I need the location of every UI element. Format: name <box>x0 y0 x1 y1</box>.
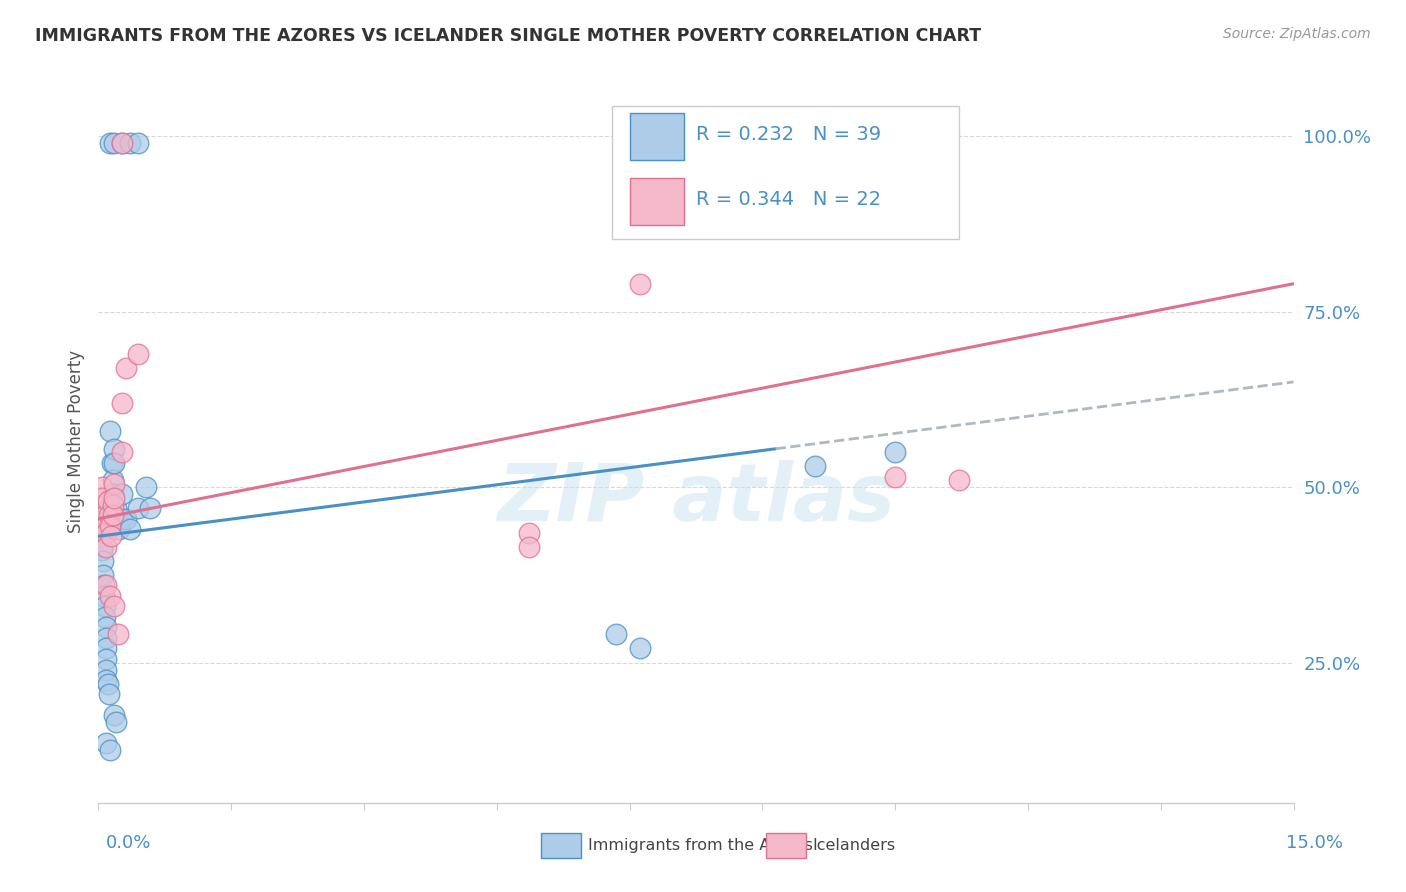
Point <box>115 360 138 375</box>
FancyBboxPatch shape <box>613 105 959 239</box>
Point <box>97 494 120 508</box>
Text: ZIP atlas: ZIP atlas <box>496 460 896 539</box>
Point <box>628 641 651 656</box>
Point <box>97 512 120 526</box>
Point <box>94 610 117 624</box>
Point <box>97 501 120 516</box>
Point <box>98 136 122 151</box>
Point <box>96 641 118 656</box>
Point <box>96 540 118 554</box>
Point <box>111 445 134 459</box>
Point <box>101 508 124 523</box>
Text: IMMIGRANTS FROM THE AZORES VS ICELANDER SINGLE MOTHER POVERTY CORRELATION CHART: IMMIGRANTS FROM THE AZORES VS ICELANDER … <box>35 27 981 45</box>
Point <box>96 525 118 540</box>
Point <box>96 663 118 677</box>
Point <box>93 578 115 592</box>
Point <box>101 456 124 470</box>
Point <box>948 473 970 487</box>
Point <box>127 347 149 361</box>
Text: R = 0.344   N = 22: R = 0.344 N = 22 <box>696 190 882 209</box>
Point <box>115 512 138 526</box>
Point <box>103 708 125 723</box>
Point <box>605 627 627 641</box>
Point <box>97 676 120 690</box>
Y-axis label: Single Mother Poverty: Single Mother Poverty <box>66 350 84 533</box>
Point <box>884 445 907 459</box>
Point <box>97 508 120 523</box>
Point <box>127 501 149 516</box>
Point <box>97 687 120 701</box>
Point <box>103 456 125 470</box>
Point <box>111 136 134 151</box>
Text: 15.0%: 15.0% <box>1285 834 1343 852</box>
Point <box>90 540 112 554</box>
Point <box>96 736 118 750</box>
Point <box>111 136 134 151</box>
Point <box>101 498 124 512</box>
Point <box>135 480 157 494</box>
Point <box>107 627 129 641</box>
Text: Immigrants from the Azores: Immigrants from the Azores <box>588 838 813 853</box>
Point <box>111 487 134 501</box>
Point <box>90 525 112 540</box>
Point <box>108 522 131 536</box>
Point <box>104 715 127 730</box>
Point <box>139 501 162 516</box>
Point <box>97 515 120 529</box>
Point <box>96 578 118 592</box>
Point <box>104 512 127 526</box>
Point <box>628 277 651 291</box>
Text: Source: ZipAtlas.com: Source: ZipAtlas.com <box>1223 27 1371 41</box>
Point <box>94 620 117 634</box>
Point <box>98 589 122 603</box>
Point <box>103 491 125 505</box>
Point <box>101 487 124 501</box>
Point <box>94 508 117 523</box>
Text: 0.0%: 0.0% <box>105 834 150 852</box>
Point <box>94 631 117 645</box>
FancyBboxPatch shape <box>630 178 685 225</box>
Point <box>884 469 907 483</box>
Point <box>100 529 122 543</box>
Point <box>103 136 125 151</box>
Point <box>90 480 112 494</box>
Point <box>94 599 117 614</box>
Point <box>94 518 117 533</box>
Point <box>98 743 122 757</box>
Point <box>120 136 142 151</box>
Point <box>517 540 540 554</box>
Point <box>127 136 149 151</box>
Point <box>96 673 118 687</box>
Point <box>111 512 134 526</box>
Text: R = 0.232   N = 39: R = 0.232 N = 39 <box>696 125 882 144</box>
Point <box>91 543 114 558</box>
Point <box>91 491 114 505</box>
Point <box>111 396 134 410</box>
Point <box>107 512 129 526</box>
Point <box>120 522 142 536</box>
Point <box>91 529 114 543</box>
Point <box>804 459 827 474</box>
Point <box>104 501 127 516</box>
Point <box>93 589 115 603</box>
Point <box>91 567 114 582</box>
Point <box>101 473 124 487</box>
Point <box>103 599 125 614</box>
Point <box>103 442 125 456</box>
Text: Icelanders: Icelanders <box>813 838 896 853</box>
Point <box>91 554 114 568</box>
FancyBboxPatch shape <box>630 112 685 160</box>
Point <box>103 476 125 491</box>
Point <box>98 518 122 533</box>
Point <box>98 424 122 438</box>
Point <box>96 652 118 666</box>
Point <box>517 525 540 540</box>
